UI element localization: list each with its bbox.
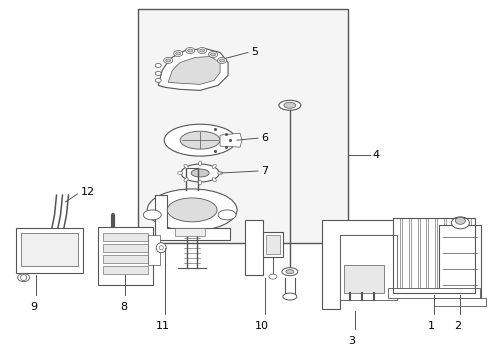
Ellipse shape [450, 217, 468, 229]
Bar [103, 266, 148, 274]
Bar [387, 288, 479, 298]
Bar [265, 235, 279, 254]
Bar [437, 218, 444, 293]
Ellipse shape [164, 124, 236, 156]
Ellipse shape [18, 274, 30, 282]
Text: 2: 2 [453, 321, 460, 332]
Ellipse shape [183, 178, 188, 182]
Ellipse shape [177, 171, 183, 175]
Ellipse shape [175, 52, 180, 55]
Ellipse shape [155, 63, 161, 67]
Ellipse shape [173, 50, 183, 57]
Bar [339, 235, 396, 300]
Bar [427, 218, 435, 293]
Polygon shape [168, 57, 220, 84]
Polygon shape [220, 133, 242, 147]
Bar [263, 232, 283, 257]
Ellipse shape [187, 49, 192, 52]
Bar [419, 218, 426, 293]
Polygon shape [158, 49, 227, 90]
Bar [401, 218, 407, 293]
Bar [244, 220, 263, 275]
Ellipse shape [191, 169, 209, 177]
Ellipse shape [143, 210, 161, 220]
Bar [464, 218, 470, 293]
Ellipse shape [219, 59, 224, 62]
Text: 11: 11 [156, 321, 170, 332]
Ellipse shape [147, 189, 237, 231]
Ellipse shape [285, 270, 293, 274]
Ellipse shape [210, 53, 215, 56]
Polygon shape [321, 220, 396, 310]
Ellipse shape [197, 48, 206, 54]
Ellipse shape [208, 51, 217, 58]
Text: 12: 12 [81, 187, 94, 197]
Ellipse shape [165, 59, 170, 62]
Ellipse shape [454, 217, 465, 224]
Ellipse shape [183, 164, 188, 168]
Bar [343, 265, 383, 293]
Circle shape [156, 243, 166, 253]
Ellipse shape [180, 131, 220, 149]
Bar [103, 255, 148, 263]
Bar [148, 235, 160, 265]
Ellipse shape [163, 58, 172, 63]
Ellipse shape [155, 78, 161, 82]
Ellipse shape [217, 58, 226, 63]
Ellipse shape [185, 48, 194, 54]
Text: 10: 10 [254, 321, 268, 332]
Ellipse shape [181, 164, 219, 182]
Bar [433, 298, 486, 306]
Ellipse shape [53, 245, 58, 250]
Ellipse shape [281, 268, 297, 276]
Ellipse shape [218, 210, 236, 220]
Ellipse shape [284, 102, 295, 108]
Polygon shape [155, 195, 229, 240]
Ellipse shape [155, 71, 161, 75]
Ellipse shape [278, 100, 300, 110]
Bar [175, 228, 204, 236]
Text: 9: 9 [30, 302, 37, 311]
Text: 1: 1 [427, 321, 434, 332]
Bar [392, 218, 474, 293]
Bar [410, 218, 417, 293]
Ellipse shape [212, 178, 216, 182]
Ellipse shape [199, 49, 204, 52]
Text: 8: 8 [120, 302, 127, 311]
Bar [20, 233, 78, 266]
Text: 6: 6 [261, 133, 267, 143]
Bar [439, 225, 480, 302]
Ellipse shape [167, 198, 217, 222]
Ellipse shape [212, 164, 216, 168]
Bar [103, 244, 148, 252]
Bar [454, 218, 462, 293]
Circle shape [20, 275, 26, 280]
Ellipse shape [198, 180, 201, 185]
Text: 4: 4 [372, 150, 379, 160]
Ellipse shape [268, 274, 276, 279]
Text: 3: 3 [347, 336, 354, 346]
Circle shape [159, 246, 163, 250]
Bar [98, 227, 153, 285]
Bar [103, 233, 148, 241]
Text: 5: 5 [250, 48, 258, 58]
Text: 7: 7 [261, 166, 267, 176]
Bar [392, 218, 399, 293]
Bar [138, 9, 347, 243]
Ellipse shape [198, 161, 201, 166]
Bar [16, 228, 83, 273]
Bar [446, 218, 452, 293]
Ellipse shape [45, 242, 49, 247]
Ellipse shape [217, 171, 222, 175]
Ellipse shape [283, 293, 296, 300]
